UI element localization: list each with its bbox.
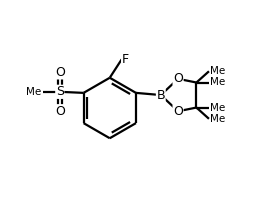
Text: O: O: [55, 66, 65, 79]
Text: Me: Me: [26, 87, 41, 97]
Text: Me: Me: [210, 66, 225, 76]
Text: O: O: [173, 105, 183, 118]
Text: F: F: [122, 53, 129, 66]
Text: S: S: [56, 85, 64, 98]
Text: O: O: [55, 105, 65, 118]
Text: O: O: [173, 72, 183, 85]
Text: Me: Me: [210, 77, 225, 87]
Text: Me: Me: [210, 103, 225, 113]
Text: B: B: [157, 89, 165, 102]
Text: Me: Me: [210, 114, 225, 124]
